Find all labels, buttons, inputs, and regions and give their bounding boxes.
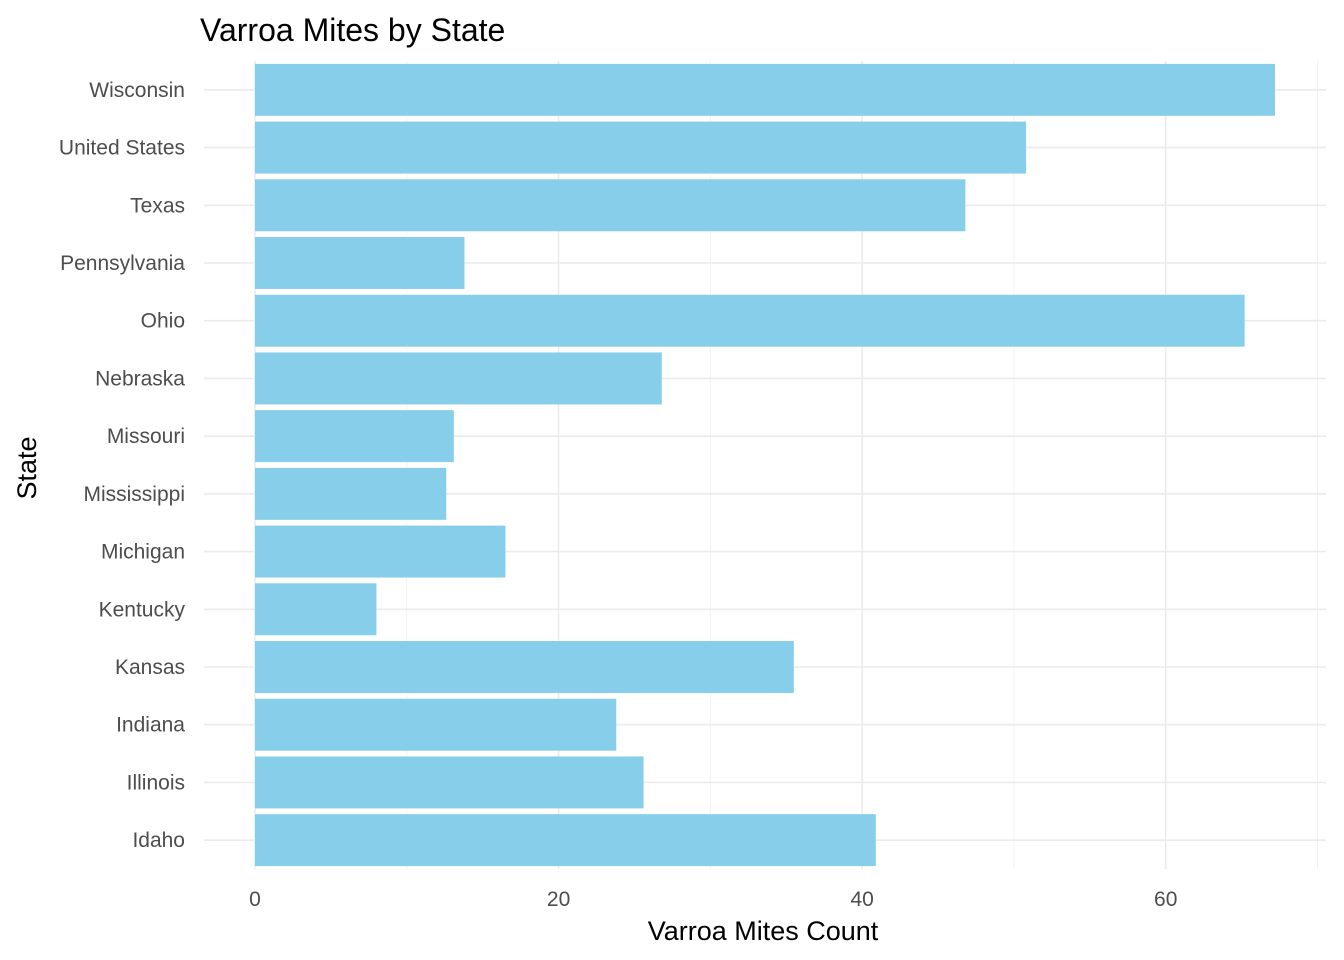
bar-kentucky (255, 583, 377, 636)
y-tick-label: Nebraska (95, 367, 185, 390)
bar-idaho (255, 814, 876, 867)
bar-missouri (255, 410, 454, 463)
y-tick-label: Mississippi (83, 483, 185, 506)
y-axis-tick-labels: Idaho Illinois Indiana Kansas Kentucky Michig… (59, 79, 186, 852)
y-tick-label: Illinois (127, 771, 185, 794)
y-tick-label: United States (59, 137, 185, 160)
y-tick-label: Pennsylvania (60, 252, 185, 275)
bar-indiana (255, 698, 617, 751)
x-axis-title: Varroa Mites Count (648, 916, 879, 946)
x-tick-label: 0 (249, 888, 261, 911)
bar-united-states (255, 121, 1027, 174)
y-tick-label: Ohio (141, 310, 185, 333)
y-axis-title: State (12, 436, 42, 499)
bars (255, 63, 1275, 867)
bar-pennsylvania (255, 237, 465, 289)
y-tick-label: Kentucky (99, 598, 186, 621)
y-tick-label: Wisconsin (89, 79, 185, 102)
x-tick-label: 60 (1154, 888, 1177, 911)
bar-nebraska (255, 352, 662, 405)
y-tick-label: Missouri (107, 425, 185, 448)
y-tick-label: Texas (130, 194, 185, 217)
bar-ohio (255, 294, 1245, 347)
bar-michigan (255, 525, 506, 578)
y-tick-label: Indiana (116, 714, 185, 737)
x-tick-label: 20 (547, 888, 570, 911)
bar-wisconsin (255, 63, 1275, 116)
x-tick-label: 40 (850, 888, 873, 911)
bar-kansas (255, 641, 794, 693)
chart-title: Varroa Mites by State (200, 12, 505, 48)
x-axis-tick-labels: 0 20 40 60 (249, 888, 1177, 911)
bar-texas (255, 179, 966, 232)
y-tick-label: Idaho (132, 829, 185, 852)
y-tick-label: Michigan (101, 541, 185, 564)
y-tick-label: Kansas (115, 656, 185, 679)
bar-illinois (255, 756, 644, 809)
bar-mississippi (255, 467, 447, 520)
